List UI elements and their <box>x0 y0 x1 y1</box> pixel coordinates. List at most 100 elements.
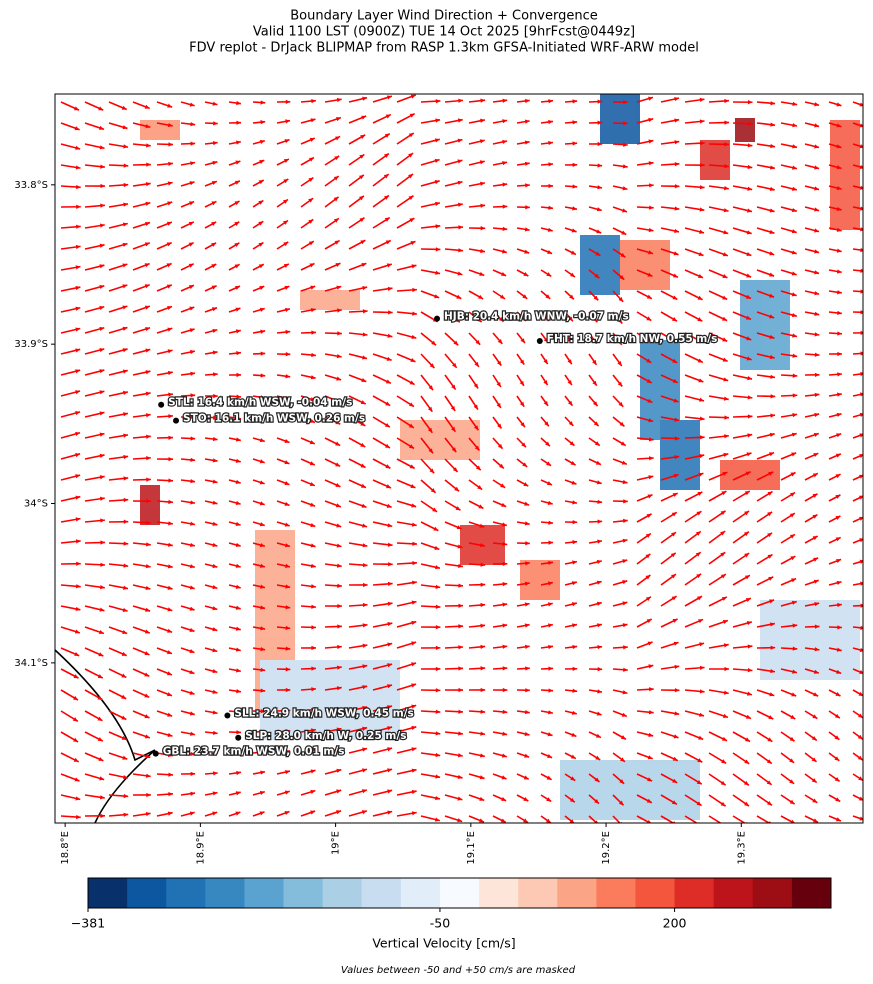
wind-arrow-head <box>75 285 81 291</box>
wind-arrow-head <box>236 351 241 356</box>
wind-arrow-head <box>122 263 128 268</box>
colorbar-swatch <box>88 878 128 908</box>
wind-arrow-head <box>835 494 841 499</box>
wind-arrow-head <box>212 606 218 611</box>
wind-arrow-head <box>700 162 705 168</box>
wind-arrow-head <box>435 565 440 570</box>
wind-arrow-head <box>310 769 316 774</box>
wind-arrow-head <box>122 284 128 289</box>
wind-arrow-head <box>190 141 196 146</box>
wind-arrow-head <box>212 436 218 442</box>
wind-arrow-head <box>310 810 316 815</box>
wind-arrow-head <box>385 401 391 406</box>
wind-arrow-head <box>260 100 266 105</box>
wind-arrow-head <box>480 226 486 231</box>
wind-arrow-head <box>100 540 105 545</box>
wind-arrow-head <box>672 778 678 783</box>
wind-arrow-head <box>722 252 728 257</box>
wind-arrow-head <box>478 294 484 299</box>
wind-arrow-head <box>501 753 507 758</box>
wind-arrow-head <box>547 227 553 232</box>
wind-arrow-head <box>411 811 417 816</box>
wind-arrow-head <box>311 98 316 104</box>
wind-arrow-head <box>571 228 577 233</box>
wind-arrow-head <box>814 270 820 275</box>
wind-arrow-head <box>190 479 196 484</box>
wind-arrow-head <box>336 563 342 568</box>
wind-arrow-head <box>789 534 795 539</box>
wind-arrow-head <box>336 768 342 773</box>
wind-arrow-head <box>791 207 797 213</box>
wind-arrow-head <box>167 103 173 108</box>
wind-arrow-head <box>525 541 530 546</box>
wind-arrow-head <box>769 293 775 298</box>
wind-arrow-head <box>433 526 439 531</box>
wind-arrow-head <box>770 413 776 418</box>
wind-arrow-head <box>502 139 507 145</box>
wind-arrow-head <box>697 758 703 763</box>
wind-arrow-head <box>167 122 173 128</box>
wind-arrow-head <box>617 381 623 387</box>
wind-arrow-head <box>596 229 602 234</box>
station-dot <box>224 712 231 719</box>
wind-arrow-head <box>814 123 820 128</box>
wind-arrow-head <box>309 418 315 423</box>
wind-arrow-head <box>99 475 105 480</box>
wind-arrow-head <box>569 797 575 803</box>
wind-arrow-head <box>434 294 440 299</box>
wind-arrow-head <box>572 206 577 211</box>
wind-arrow-head <box>99 369 105 374</box>
wind-arrow-head <box>235 668 241 673</box>
wind-arrow-head <box>622 164 628 169</box>
wind-arrow-head <box>411 580 417 585</box>
station-label: STO: 16.1 km/h WSW, 0.26 m/s <box>183 413 365 425</box>
wind-arrow-head <box>360 240 366 245</box>
wind-arrow-head <box>746 621 752 626</box>
wind-arrow-head <box>860 289 863 294</box>
wind-arrow-head <box>427 406 433 412</box>
wind-arrow-head <box>722 295 728 300</box>
wind-arrow-head <box>597 99 603 104</box>
wind-arrow-head <box>457 774 463 780</box>
wind-arrow-head <box>745 471 751 476</box>
wind-arrow-head <box>571 480 577 485</box>
wind-arrow-head <box>98 106 104 111</box>
wind-arrow-head <box>409 464 415 469</box>
wind-arrow-head <box>571 602 577 607</box>
wind-arrow-head <box>168 499 173 505</box>
wind-arrow-head <box>646 798 652 803</box>
wind-arrow-head <box>260 120 266 125</box>
wind-arrow-head <box>100 562 105 567</box>
wind-arrow-head <box>744 801 750 807</box>
wind-arrow-head <box>672 756 678 761</box>
velocity-shading <box>140 94 860 820</box>
wind-arrow-head <box>190 121 196 127</box>
wind-arrow-head <box>260 688 266 693</box>
wind-arrow-head <box>283 220 288 225</box>
wind-arrow-head <box>858 713 863 718</box>
wind-arrow-head <box>502 98 508 103</box>
wind-arrow-head <box>410 241 416 246</box>
wind-arrow-head <box>211 242 217 247</box>
wind-arrow-head <box>548 688 554 693</box>
wind-arrow-head <box>74 651 80 656</box>
wind-arrow-head <box>146 162 151 167</box>
wind-arrow-head <box>646 619 652 624</box>
wind-arrow-head <box>409 380 415 385</box>
wind-arrow-head <box>412 311 417 316</box>
wind-arrow-head <box>596 480 602 485</box>
wind-arrow-head <box>99 607 105 612</box>
wind-arrow-head <box>434 158 440 163</box>
wind-arrow-head <box>386 484 392 489</box>
wind-arrow-head <box>548 644 553 650</box>
wind-arrow-head <box>674 711 680 716</box>
wind-arrow-head <box>570 776 576 781</box>
wind-arrow-head <box>648 117 654 123</box>
wind-arrow-head <box>310 728 316 733</box>
wind-arrow-head <box>122 607 128 612</box>
wind-arrow-head <box>212 811 218 816</box>
wind-arrow-head <box>122 755 128 760</box>
wind-arrow-head <box>649 183 654 188</box>
coastline <box>55 649 156 823</box>
wind-arrow-head <box>572 141 578 146</box>
